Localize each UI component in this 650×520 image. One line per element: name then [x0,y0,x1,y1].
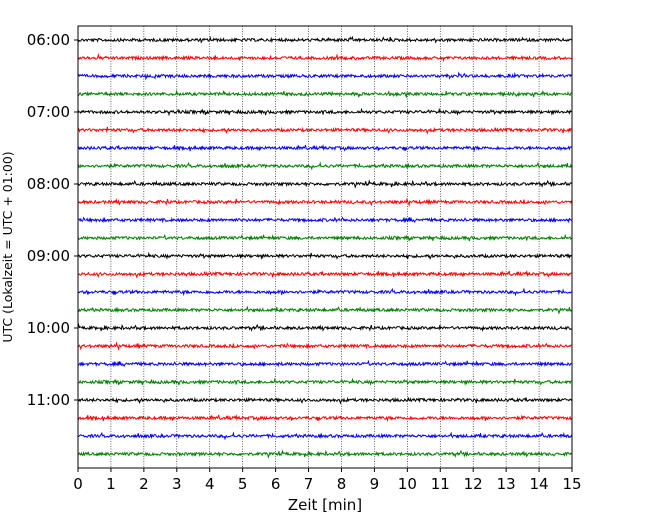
trace-row-15 [77,287,572,297]
trace-row-9 [77,179,572,189]
y-tick-label: 08:00 [27,175,70,193]
trace-row-23 [77,431,572,441]
trace-row-11 [77,216,572,224]
y-tick-label: 09:00 [27,247,70,265]
trace-row-4 [77,89,572,99]
x-axis-label: Zeit [min] [288,496,362,514]
x-tick-label: 2 [139,475,149,493]
trace-row-10 [77,197,572,207]
seismic-traces [77,35,572,459]
x-tick-label: 7 [304,475,314,493]
x-tick-label: 10 [398,475,417,493]
x-tick-label: 14 [530,475,549,493]
x-tick-label: 9 [370,475,380,493]
trace-row-16 [77,305,572,315]
x-tick-label: 1 [106,475,116,493]
x-tick-label: 4 [205,475,215,493]
x-tick-label: 0 [73,475,83,493]
y-axis-ticks: 06:00 07:00 08:00 09:00 10:00 11:00 [27,31,78,409]
trace-row-5 [77,107,572,117]
y-axis-label: UTC (Lokalzeit = UTC + 01:00) [0,151,15,342]
trace-row-21 [77,396,572,405]
x-tick-label: 3 [172,475,182,493]
trace-row-17 [77,323,572,332]
vertical-gridlines [110,26,540,468]
trace-row-12 [77,233,572,242]
x-tick-label: 8 [337,475,347,493]
trace-row-18 [77,341,572,351]
trace-row-13 [77,251,572,261]
x-tick-label: 15 [562,475,581,493]
trace-row-22 [77,414,572,423]
trace-row-3 [77,71,572,81]
y-tick-label: 11:00 [27,391,70,409]
x-tick-label: 11 [431,475,450,493]
trace-row-24 [77,449,572,459]
trace-row-20 [77,377,572,386]
trace-row-1 [77,35,572,44]
x-tick-label: 12 [464,475,483,493]
trace-row-2 [77,53,572,63]
trace-row-19 [77,359,572,368]
y-tick-label: 07:00 [27,103,70,121]
trace-row-14 [77,270,572,279]
plot-frame [77,25,573,469]
x-axis-ticks: 0 1 2 3 4 5 6 7 8 9 10 11 12 13 14 15 [73,468,582,493]
trace-row-7 [77,144,572,153]
y-tick-label: 06:00 [27,31,70,49]
trace-row-6 [77,126,572,135]
y-tick-label: 10:00 [27,319,70,337]
x-tick-label: 6 [271,475,281,493]
trace-row-8 [77,161,572,171]
x-tick-label: 13 [497,475,516,493]
x-tick-label: 5 [238,475,248,493]
